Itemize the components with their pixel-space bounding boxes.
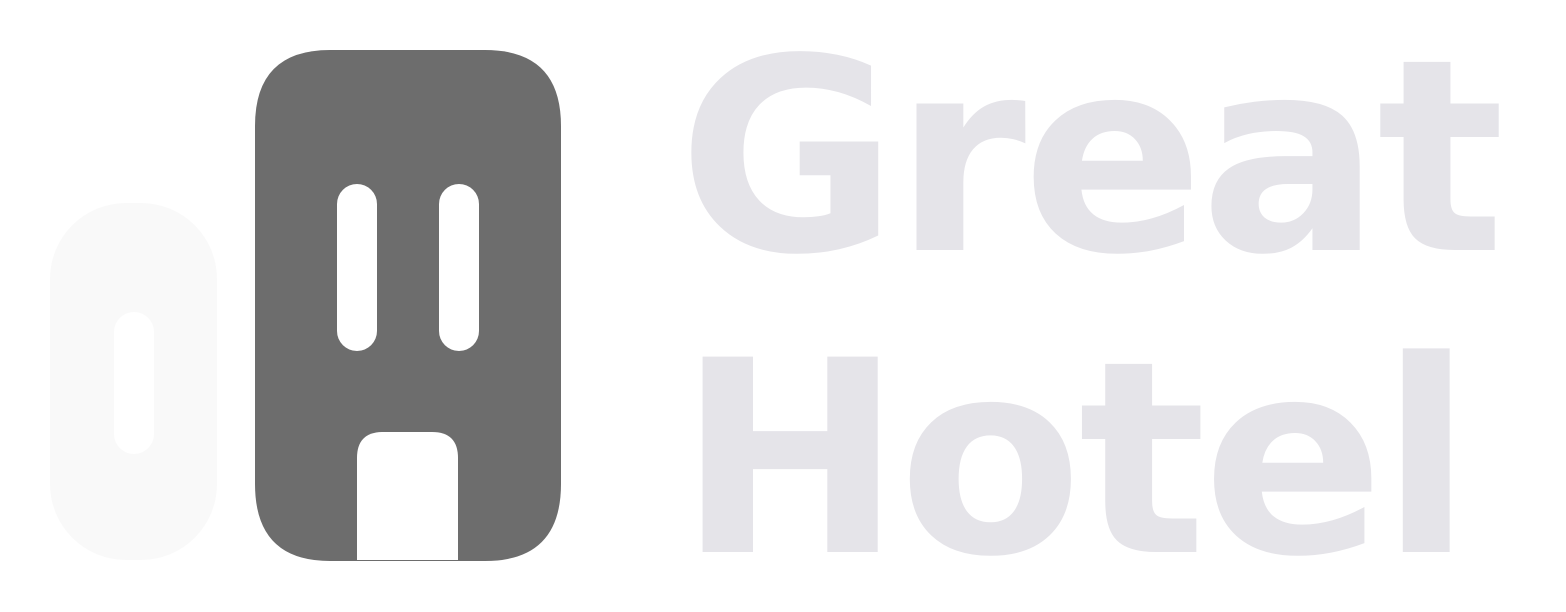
wordmark: Great Hotel xyxy=(678,2,1538,594)
back-door-shape xyxy=(50,203,217,560)
front-door-shape xyxy=(255,50,561,561)
brand-name-line-1: Great xyxy=(678,2,1505,314)
hotel-door-logo-icon xyxy=(50,50,561,561)
brand-name-line-2: Hotel xyxy=(678,304,1472,612)
